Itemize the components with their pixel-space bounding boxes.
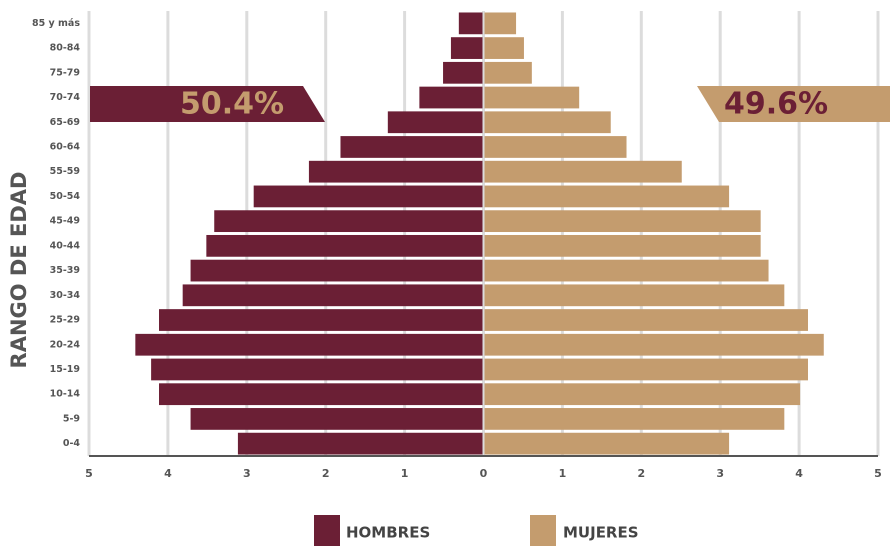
bar	[484, 309, 808, 331]
category-label: 80-84	[50, 43, 81, 54]
category-label: 35-39	[50, 265, 80, 276]
bar	[484, 408, 785, 430]
legend-swatch	[314, 515, 340, 546]
bar	[484, 383, 801, 406]
category-label: 20-24	[50, 339, 81, 350]
category-label: 15-19	[50, 364, 80, 375]
category-label: 85 y más	[32, 18, 80, 29]
bar	[190, 259, 483, 282]
category-label: 10-14	[50, 389, 81, 400]
share-label: 50.4%	[180, 87, 284, 122]
bar	[484, 136, 627, 158]
category-label: 25-29	[50, 315, 80, 326]
bar	[450, 37, 483, 59]
x-tick-label: 2	[637, 467, 645, 480]
legend-swatch	[530, 515, 556, 546]
category-label: 30-34	[50, 290, 81, 301]
x-tick-label: 2	[322, 467, 330, 480]
bar	[214, 210, 483, 233]
x-tick-label: 3	[716, 467, 724, 480]
category-label: 0-4	[63, 438, 81, 449]
bar	[340, 136, 483, 158]
x-tick-label: 5	[85, 467, 93, 480]
bar	[253, 185, 483, 208]
category-label: 40-44	[50, 240, 81, 251]
bar	[159, 309, 483, 331]
bar	[484, 210, 761, 233]
bar	[135, 333, 483, 356]
category-label: 50-54	[50, 191, 81, 202]
bar	[206, 234, 483, 257]
bar	[484, 358, 808, 381]
category-label: 65-69	[50, 117, 80, 128]
category-label: 55-59	[50, 166, 80, 177]
bar	[484, 37, 524, 59]
bar	[458, 12, 483, 35]
x-tick-label: 0	[480, 467, 488, 480]
bar	[484, 111, 611, 134]
bar	[484, 86, 580, 109]
category-label: 70-74	[50, 92, 81, 103]
category-label: 45-49	[50, 216, 80, 227]
bar	[484, 185, 730, 208]
bar	[484, 284, 785, 307]
bar	[182, 284, 483, 307]
bar	[190, 408, 483, 430]
bar	[308, 160, 483, 183]
bar	[484, 234, 761, 257]
bar	[484, 259, 769, 282]
bar	[237, 432, 483, 455]
bar	[484, 432, 730, 455]
x-tick-label: 5	[874, 467, 882, 480]
bar	[484, 61, 532, 84]
share-banner	[90, 86, 325, 122]
bar	[484, 160, 682, 183]
category-label: 75-79	[50, 67, 80, 78]
x-tick-label: 4	[164, 467, 172, 480]
x-tick-label: 1	[559, 467, 567, 480]
y-axis-label: RANGO DE EDAD	[7, 172, 31, 369]
bar	[151, 358, 483, 381]
share-banner	[697, 86, 890, 122]
category-label: 5-9	[63, 413, 80, 424]
bar	[484, 333, 824, 356]
bar	[443, 61, 483, 84]
bar	[419, 86, 483, 109]
share-label: 49.6%	[724, 87, 828, 122]
bar	[484, 12, 517, 35]
category-label: 60-64	[50, 141, 81, 152]
legend-label: HOMBRES	[346, 524, 430, 542]
x-tick-label: 1	[401, 467, 409, 480]
bar	[159, 383, 483, 406]
legend-label: MUJERES	[563, 524, 639, 542]
x-tick-label: 3	[243, 467, 251, 480]
bar	[387, 111, 483, 134]
x-tick-label: 4	[795, 467, 803, 480]
